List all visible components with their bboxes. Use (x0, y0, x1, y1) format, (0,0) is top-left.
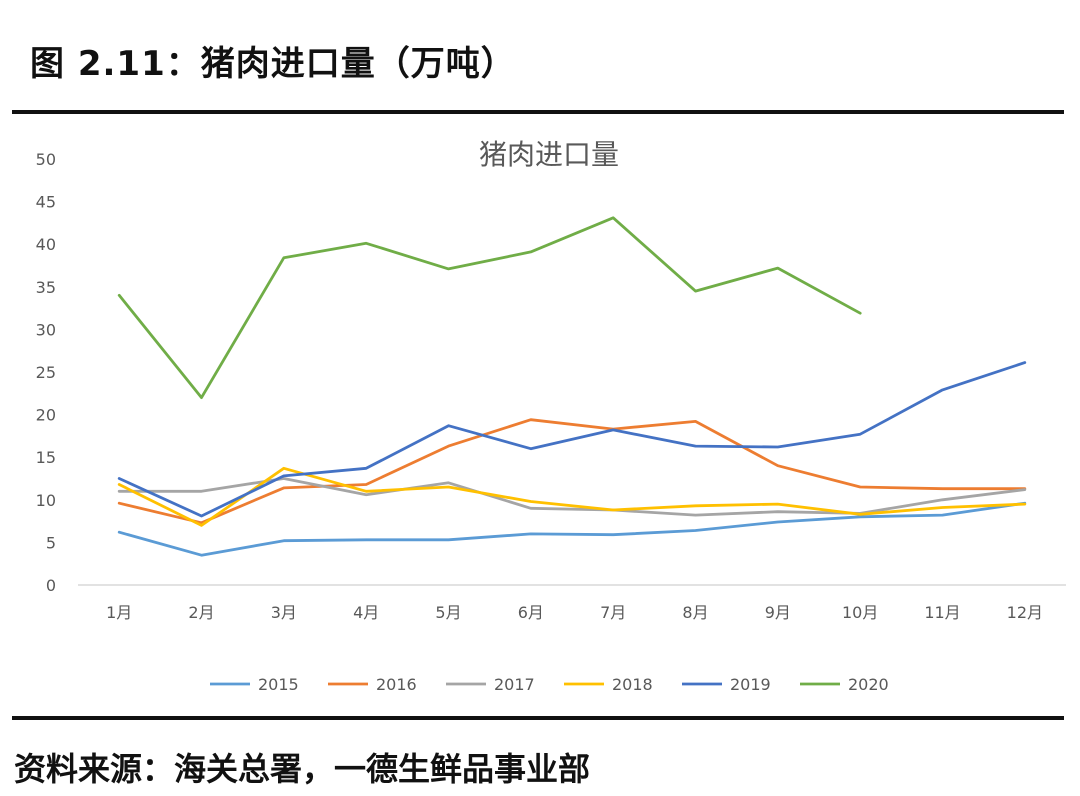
series-line-2018 (117, 466, 1027, 527)
y-tick-label: 30 (36, 320, 56, 339)
x-tick-label: 10月 (842, 603, 878, 622)
top-rule (12, 110, 1064, 114)
figure-title: 图 2.11：猪肉进口量（万吨） (30, 44, 516, 84)
series-line-2016 (117, 418, 1027, 525)
x-tick-label: 3月 (271, 603, 297, 622)
y-tick-label: 40 (36, 235, 56, 254)
y-tick-label: 0 (46, 576, 56, 595)
series-line-2019 (117, 361, 1027, 518)
legend-label: 2017 (494, 675, 535, 694)
legend-label: 2018 (612, 675, 653, 694)
source-note: 资料来源：海关总署，一德生鲜品事业部 (14, 750, 591, 788)
y-tick-label: 45 (36, 193, 56, 212)
legend-label: 2019 (730, 675, 771, 694)
legend-label: 2015 (258, 675, 299, 694)
y-tick-label: 15 (36, 448, 56, 467)
series-line-2017 (117, 477, 1027, 517)
legend-label: 2016 (376, 675, 417, 694)
legend-label: 2020 (848, 675, 889, 694)
x-tick-label: 4月 (353, 603, 379, 622)
series-line-2015 (117, 501, 1027, 557)
legend: 2015 2016 2017 2018 2019 2020 (210, 675, 889, 694)
y-tick-label: 35 (36, 278, 56, 297)
series-line-2020 (117, 216, 862, 400)
series-lines (117, 216, 1027, 557)
chart-title: 猪肉进口量 (479, 138, 619, 171)
x-tick-label: 6月 (518, 603, 544, 622)
y-tick-label: 20 (36, 406, 56, 425)
y-tick-label: 25 (36, 363, 56, 382)
bottom-rule (12, 716, 1064, 720)
y-tick-label: 5 (46, 533, 56, 552)
y-tick-label: 50 (36, 150, 56, 169)
x-tick-label: 8月 (682, 603, 708, 622)
x-axis-ticks: 1月 2月 3月 4月 5月 6月 7月 8月 9月 10月 11月 12月 (106, 603, 1043, 622)
x-tick-label: 7月 (600, 603, 626, 622)
y-axis-ticks: 0 5 10 15 20 25 30 35 40 45 50 (36, 150, 56, 595)
x-tick-label: 5月 (435, 603, 461, 622)
x-tick-label: 11月 (924, 603, 960, 622)
y-tick-label: 10 (36, 491, 56, 510)
x-tick-label: 1月 (106, 603, 132, 622)
x-tick-label: 9月 (765, 603, 791, 622)
x-tick-label: 2月 (188, 603, 214, 622)
x-tick-label: 12月 (1007, 603, 1043, 622)
